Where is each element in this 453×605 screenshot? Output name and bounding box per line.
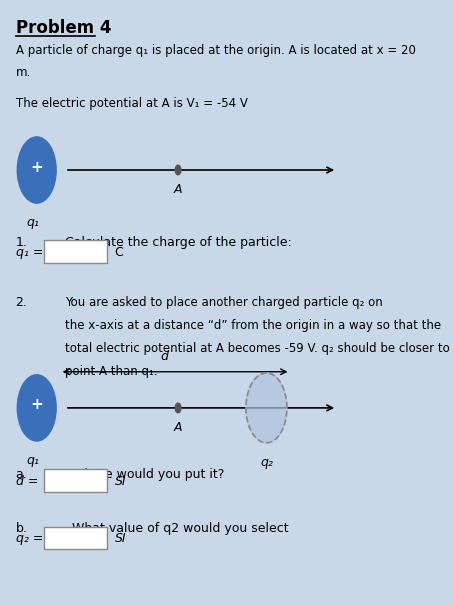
Text: total electric potential at A becomes -59 V. q₂ should be closer to: total electric potential at A becomes -5…	[65, 342, 450, 355]
Text: Where would you put it?: Where would you put it?	[72, 468, 224, 481]
Text: +: +	[30, 397, 43, 413]
Text: The electric potential at A is V₁ = -54 V: The electric potential at A is V₁ = -54 …	[15, 97, 247, 110]
Text: SI: SI	[115, 475, 126, 488]
Text: 1.: 1.	[15, 237, 27, 249]
FancyBboxPatch shape	[44, 526, 107, 549]
Text: q₁: q₁	[27, 217, 39, 229]
Text: point A than q₁.: point A than q₁.	[65, 365, 158, 378]
Text: b.: b.	[15, 522, 27, 535]
Text: A: A	[174, 421, 182, 434]
Text: Calculate the charge of the particle:: Calculate the charge of the particle:	[65, 237, 292, 249]
Text: a.: a.	[15, 468, 27, 481]
FancyBboxPatch shape	[44, 469, 107, 492]
Circle shape	[175, 403, 181, 413]
Text: SI: SI	[115, 532, 126, 545]
Text: d: d	[160, 350, 168, 364]
Text: What value of q2 would you select: What value of q2 would you select	[72, 522, 289, 535]
Circle shape	[246, 373, 287, 443]
Text: C: C	[115, 246, 123, 259]
Text: You are asked to place another charged particle q₂ on: You are asked to place another charged p…	[65, 296, 383, 310]
Text: Problem 4: Problem 4	[15, 19, 111, 38]
Text: +: +	[30, 160, 43, 174]
FancyBboxPatch shape	[44, 240, 107, 263]
Text: q₁ =: q₁ =	[15, 246, 43, 259]
Text: the x-axis at a distance “d” from the origin in a way so that the: the x-axis at a distance “d” from the or…	[65, 319, 441, 332]
Circle shape	[17, 374, 56, 441]
Text: d =: d =	[15, 475, 38, 488]
Text: q₂: q₂	[260, 456, 273, 469]
Text: A particle of charge q₁ is placed at the origin. A is located at x = 20: A particle of charge q₁ is placed at the…	[15, 44, 415, 56]
Text: m.: m.	[15, 67, 31, 79]
Text: A: A	[174, 183, 182, 196]
Text: q₁: q₁	[27, 454, 39, 467]
Text: 2.: 2.	[15, 296, 27, 310]
Circle shape	[17, 137, 56, 203]
Circle shape	[175, 165, 181, 175]
Text: q₂ =: q₂ =	[15, 532, 43, 545]
